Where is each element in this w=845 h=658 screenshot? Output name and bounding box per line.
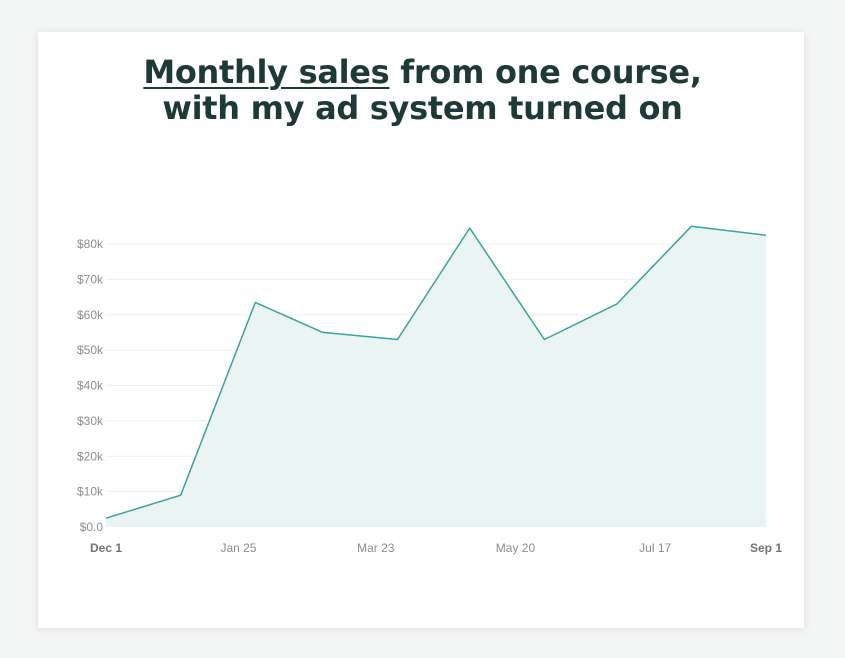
chart-title-line2: with my ad system turned on — [162, 89, 683, 127]
area-layer — [105, 225, 767, 528]
y-tick-label: $30k — [77, 414, 104, 428]
y-tick-label: $40k — [77, 379, 104, 393]
series-line — [105, 225, 767, 519]
chart-title-underlined: Monthly sales — [143, 53, 390, 91]
x-tick-label: Jul 17 — [639, 541, 671, 555]
y-tick-label: $50k — [77, 343, 104, 357]
y-axis: $0.0 $10k $20k $30k $40k $50k $60k $70k $80k — [77, 237, 104, 534]
y-tick-label: $70k — [77, 272, 104, 286]
y-tick-label: $80k — [77, 237, 104, 251]
x-tick-label: Mar 23 — [357, 541, 395, 555]
chart-title: Monthly sales from one course, with my a… — [0, 54, 845, 126]
x-tick-label: Sep 1 — [750, 541, 782, 555]
x-tick-label: May 20 — [496, 541, 536, 555]
x-tick-label: Dec 1 — [90, 541, 122, 555]
x-axis: Dec 1 Jan 25 Mar 23 May 20 Jul 17 Sep 1 — [90, 541, 782, 555]
chart-title-rest: from one course, — [389, 53, 702, 91]
x-tick-label: Jan 25 — [220, 541, 256, 555]
area-fill — [106, 226, 766, 528]
y-tick-label: $10k — [77, 485, 104, 499]
y-tick-label: $20k — [77, 449, 104, 463]
y-tick-label: $60k — [77, 308, 104, 322]
y-tick-label: $0.0 — [80, 520, 104, 534]
